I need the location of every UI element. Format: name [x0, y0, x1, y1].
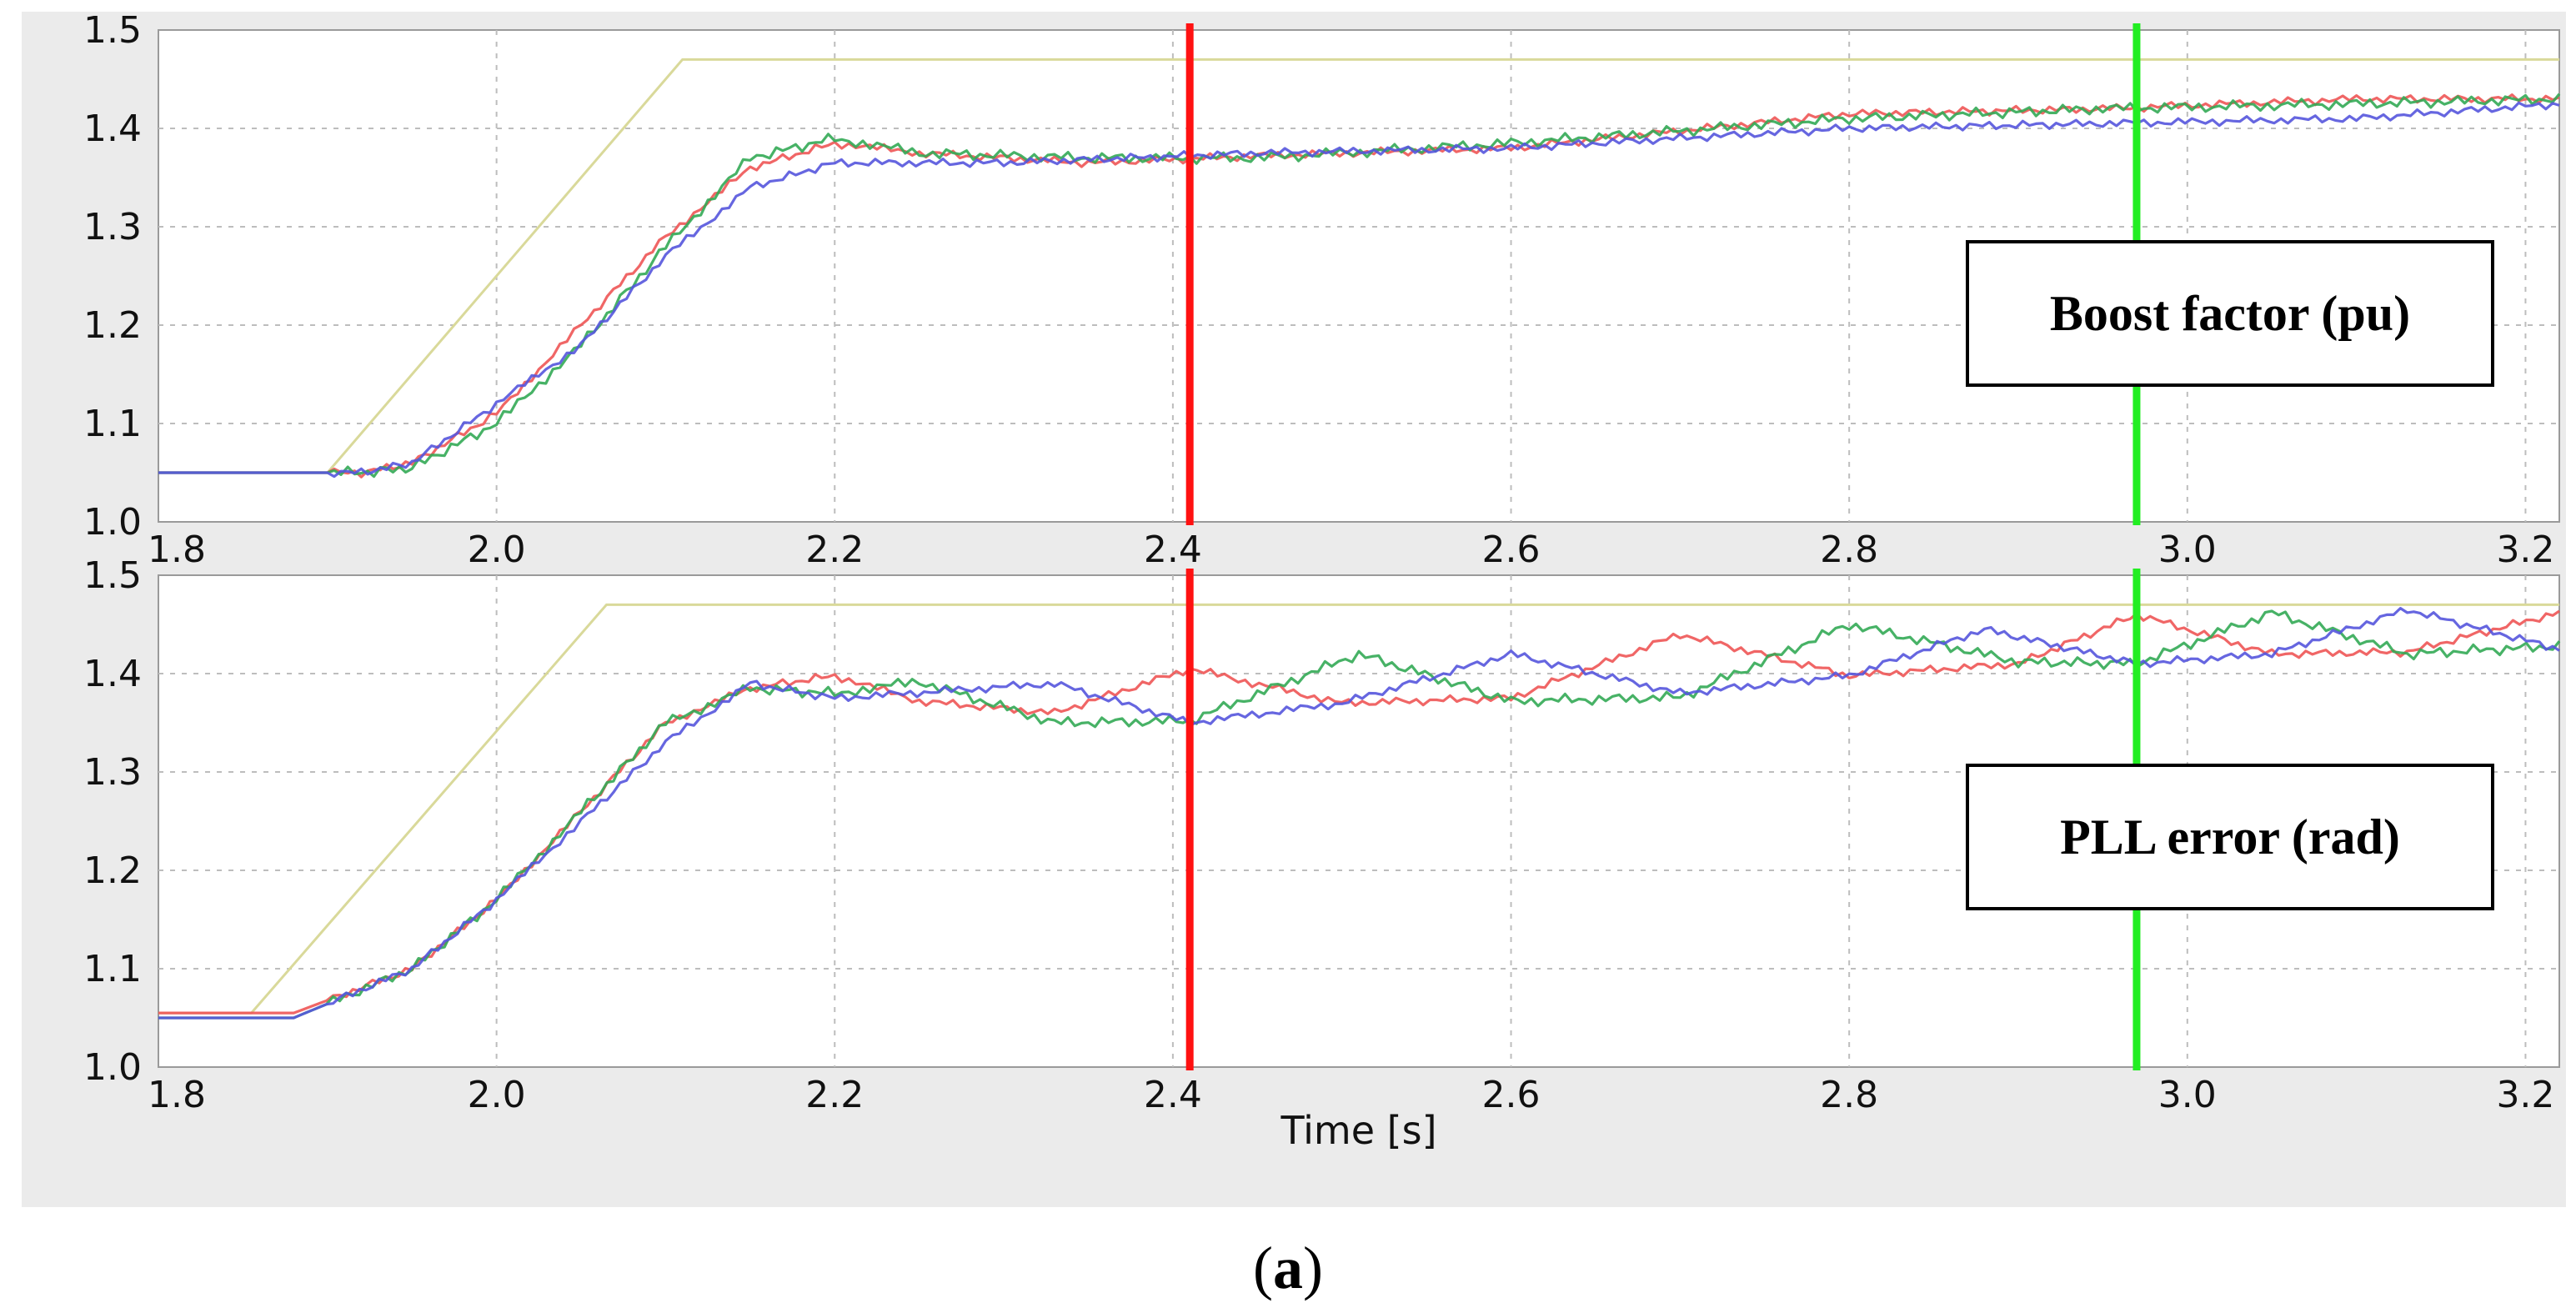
top-y-tick-label: 1.0	[83, 501, 142, 544]
x-axis-label: Time [s]	[1280, 1108, 1436, 1153]
bottom-x-tick-label: 2.2	[805, 1074, 864, 1116]
bottom-series-group	[158, 603, 2561, 1020]
figure-caption: (a)	[1253, 1235, 1323, 1301]
bottom-x-tick-label: 2.0	[468, 1074, 526, 1116]
bottom-y-tick-label: 1.4	[83, 653, 142, 695]
top-series-phase-green	[158, 93, 2561, 479]
bottom-y-tick-label: 1.0	[83, 1046, 142, 1089]
top-x-tick-label: 2.6	[1482, 529, 1541, 571]
caption-letter: a	[1273, 1235, 1303, 1301]
caption-open-paren: (	[1253, 1235, 1273, 1301]
top-x-tick-label: 2.0	[468, 529, 526, 571]
bottom-series-phase-green	[158, 609, 2561, 1020]
bottom-x-tick-label: 2.8	[1820, 1074, 1878, 1116]
top-y-tick-label: 1.4	[83, 108, 142, 150]
bottom-x-tick-label: 2.4	[1144, 1074, 1202, 1116]
bottom-annotation-label: PLL error (rad)	[2060, 809, 2400, 864]
bottom-y-tick-label: 1.5	[83, 554, 142, 597]
bottom-x-tick-labels: 1.8 2.0 2.2 2.4 2.6 2.8 3.0 3.2	[148, 1074, 2554, 1116]
bottom-y-tick-label: 1.1	[83, 948, 142, 990]
bottom-panel: 1.0 1.1 1.2 1.3 1.4 1.5 1.8 2.0 2.2 2.4 2.6 2.8 3.0…	[83, 554, 2561, 1153]
top-y-tick-label: 1.2	[83, 304, 142, 347]
top-x-tick-label: 2.2	[805, 529, 864, 571]
top-x-tick-label: 2.8	[1820, 529, 1878, 571]
top-annotation-label: Boost factor (pu)	[2050, 286, 2410, 341]
top-x-tick-label: 3.2	[2496, 529, 2554, 571]
top-x-tick-label: 3.0	[2158, 529, 2217, 571]
top-series-group	[158, 58, 2561, 479]
top-x-tick-label: 1.8	[148, 529, 206, 571]
bottom-series-phase-blue	[158, 607, 2560, 1020]
top-y-tick-label: 1.1	[83, 403, 142, 445]
bottom-y-tick-label: 1.2	[83, 849, 142, 892]
caption-close-paren: )	[1303, 1235, 1323, 1301]
top-series-phase-red	[158, 93, 2560, 479]
top-annotation-box	[1966, 240, 2494, 387]
bottom-x-tick-label: 3.0	[2158, 1074, 2217, 1116]
bottom-y-tick-labels: 1.0 1.1 1.2 1.3 1.4 1.5	[83, 554, 142, 1089]
top-y-tick-labels: 1.0 1.1 1.2 1.3 1.4 1.5	[83, 9, 142, 544]
bottom-annotation-box	[1966, 764, 2494, 910]
top-y-tick-label: 1.5	[83, 9, 142, 52]
top-x-tick-labels: 1.8 2.0 2.2 2.4 2.6 2.8 3.0 3.2	[148, 529, 2554, 571]
top-y-tick-label: 1.3	[83, 206, 142, 248]
bottom-x-tick-label: 1.8	[148, 1074, 206, 1116]
bottom-x-tick-label: 3.2	[2496, 1074, 2554, 1116]
bottom-x-tick-label: 2.6	[1482, 1074, 1541, 1116]
top-panel: 1.0 1.1 1.2 1.3 1.4 1.5 1.8 2.0 2.2 2.4 2.6 2.8 3.0…	[83, 9, 2561, 571]
top-series-phase-blue	[158, 101, 2560, 479]
bottom-y-tick-label: 1.3	[83, 751, 142, 794]
top-x-tick-label: 2.4	[1144, 529, 1202, 571]
